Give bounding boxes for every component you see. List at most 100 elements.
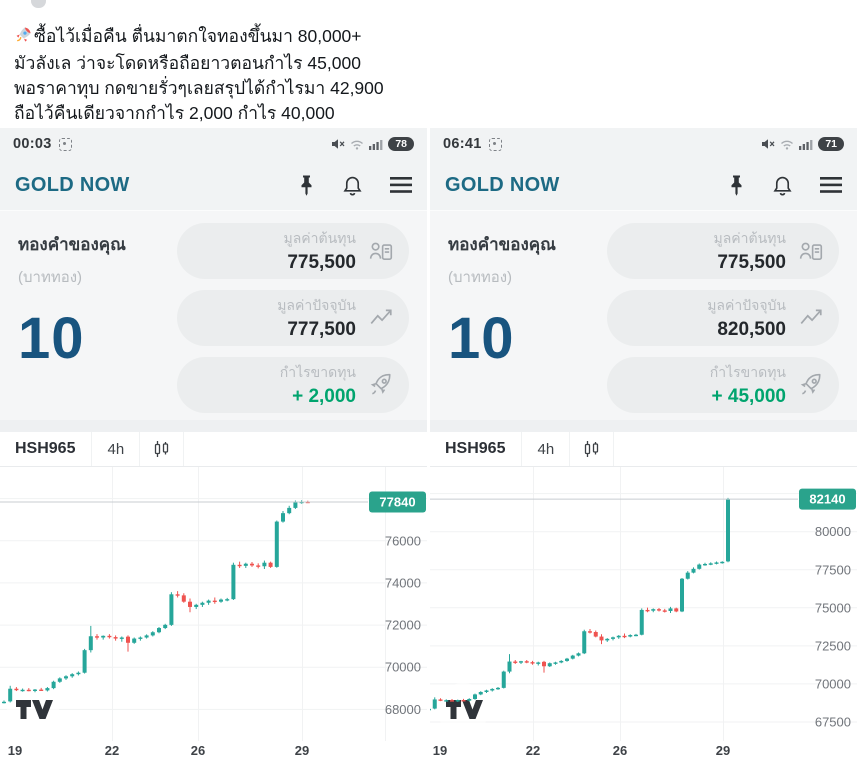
app-header: GOLD NOW [430,160,857,210]
svg-text:74000: 74000 [385,575,421,590]
rocket-emoji-icon [14,26,32,51]
section-divider [0,420,427,432]
svg-text:19: 19 [8,743,22,758]
mute-icon [332,139,345,149]
chart-style-button[interactable] [140,432,185,466]
current-value-card[interactable]: มูลค่าปัจจุบัน 820,500 [607,290,839,346]
bell-icon[interactable] [772,174,793,197]
portfolio-section: ทองคำของคุณ (บาททอง) 10 มูลค่าต้นทุน 775… [430,210,857,420]
profit-loss-label: กำไรขาดทุน [279,364,356,380]
signal-icon [799,139,813,150]
partial-avatar [31,0,46,8]
chart-toolbar: HSH965 4h [430,432,857,467]
phone-screenshot-right: 06:41 71 GOLD NOW ทองคำของคุณ (บาททอง) 1… [430,128,857,760]
status-bar: 00:03 78 [0,128,427,160]
interval-button[interactable]: 4h [92,432,141,466]
mute-icon [762,139,775,149]
candles-icon [155,441,169,457]
current-value-label: มูลค่าปัจจุบัน [277,297,356,313]
screenshots-row: 00:03 78 GOLD NOW ทองคำของคุณ (บาททอง) 1… [0,128,858,760]
svg-text:82140: 82140 [809,492,845,507]
tradingview-logo [7,683,59,735]
clock: 06:41 [443,136,482,152]
section-divider [430,420,857,432]
svg-text:77840: 77840 [379,494,415,509]
post-line-1: ซื้อไว้เมื่อคืน ตื่นมาตกใจทองขึ้นมา 80,0… [34,26,362,46]
trend-icon [370,309,392,324]
candles-icon [585,441,599,457]
portfolio-title: ทองคำของคุณ [18,235,126,254]
profit-loss-card[interactable]: กำไรขาดทุน + 2,000 [177,357,409,413]
chart-toolbar: HSH965 4h [0,432,427,467]
profit-loss-card[interactable]: กำไรขาดทุน + 45,000 [607,357,839,413]
wifi-icon [781,140,794,150]
svg-text:29: 29 [295,743,309,758]
cost-value-label: มูลค่าต้นทุน [713,230,787,246]
menu-icon[interactable] [390,177,412,193]
portfolio-unit: (บาททอง) [18,269,83,286]
svg-text:80000: 80000 [815,524,851,539]
profit-loss-value: + 2,000 [292,386,356,407]
rocket-icon [800,373,821,395]
chart-style-button[interactable] [570,432,615,466]
svg-text:68000: 68000 [385,702,421,717]
pin-icon[interactable] [728,174,745,197]
portfolio-title: ทองคำของคุณ [448,235,556,254]
bell-icon[interactable] [342,174,363,197]
app-title: GOLD NOW [15,173,130,196]
symbol-button[interactable]: HSH965 [430,432,523,466]
last-price-tag [369,491,426,513]
svg-text:77500: 77500 [815,562,851,577]
wallet-icon [369,242,393,260]
wallet-icon [799,242,823,260]
svg-text:76000: 76000 [385,533,421,548]
svg-text:75000: 75000 [815,600,851,615]
price-chart[interactable]: 82140 80000 77500 75000 72500 70000 67500 19 22 2… [430,467,857,759]
app-header: GOLD NOW [0,160,427,210]
phone-screenshot-left: 00:03 78 GOLD NOW ทองคำของคุณ (บาททอง) 1… [0,128,427,760]
post-line-2: มัวลังเล ว่าจะโดดหรือถือยาวตอนกำไร 45,00… [14,53,361,73]
current-value: 820,500 [717,319,786,340]
current-value-card[interactable]: มูลค่าปัจจุบัน 777,500 [177,290,409,346]
svg-text:70000: 70000 [815,676,851,691]
svg-text:72500: 72500 [815,638,851,653]
last-price-tag [799,488,856,510]
portfolio-section: ทองคำของคุณ (บาททอง) 10 มูลค่าต้นทุน 775… [0,210,427,420]
battery-badge: 71 [818,136,844,152]
post-text: ซื้อไว้เมื่อคืน ตื่นมาตกใจทองขึ้นมา 80,0… [14,24,774,126]
trend-icon [800,309,822,324]
svg-text:70000: 70000 [385,660,421,675]
profit-loss-value: + 45,000 [711,386,787,407]
svg-text:67500: 67500 [815,714,851,729]
svg-text:29: 29 [716,743,730,758]
cost-value-label: มูลค่าต้นทุน [283,230,357,246]
app-title: GOLD NOW [445,173,560,196]
current-value-label: มูลค่าปัจจุบัน [707,297,786,313]
post-line-4: ถือไว้คืนเดียวจากกำไร 2,000 กำไร 40,000 [14,103,335,123]
gold-amount: 10 [448,306,515,371]
clock: 00:03 [13,136,52,152]
portfolio-unit: (บาททอง) [448,269,513,286]
symbol-button[interactable]: HSH965 [0,432,93,466]
svg-text:22: 22 [526,743,540,758]
cost-value-card[interactable]: มูลค่าต้นทุน 775,500 [607,223,839,279]
cost-value: 775,500 [287,252,356,273]
status-bar: 06:41 71 [430,128,857,160]
cost-value-card[interactable]: มูลค่าต้นทุน 775,500 [177,223,409,279]
pin-icon[interactable] [298,174,315,197]
interval-button[interactable]: 4h [522,432,571,466]
screen-record-icon [58,137,72,151]
post-line-3: พอราคาทุบ กดขายรั่วๆเลยสรุปได้กำไรมา 42,… [14,78,384,98]
svg-text:22: 22 [105,743,119,758]
svg-text:26: 26 [191,743,205,758]
price-chart[interactable]: 77840 76000 74000 72000 70000 68000 19 22 26 29 [0,467,427,759]
svg-text:26: 26 [613,743,627,758]
svg-text:19: 19 [433,743,447,758]
tradingview-logo [437,683,489,735]
gold-amount: 10 [18,306,85,371]
menu-icon[interactable] [820,177,842,193]
screen-record-icon [488,137,502,151]
svg-text:72000: 72000 [385,618,421,633]
cost-value: 775,500 [717,252,786,273]
wifi-icon [351,140,364,150]
